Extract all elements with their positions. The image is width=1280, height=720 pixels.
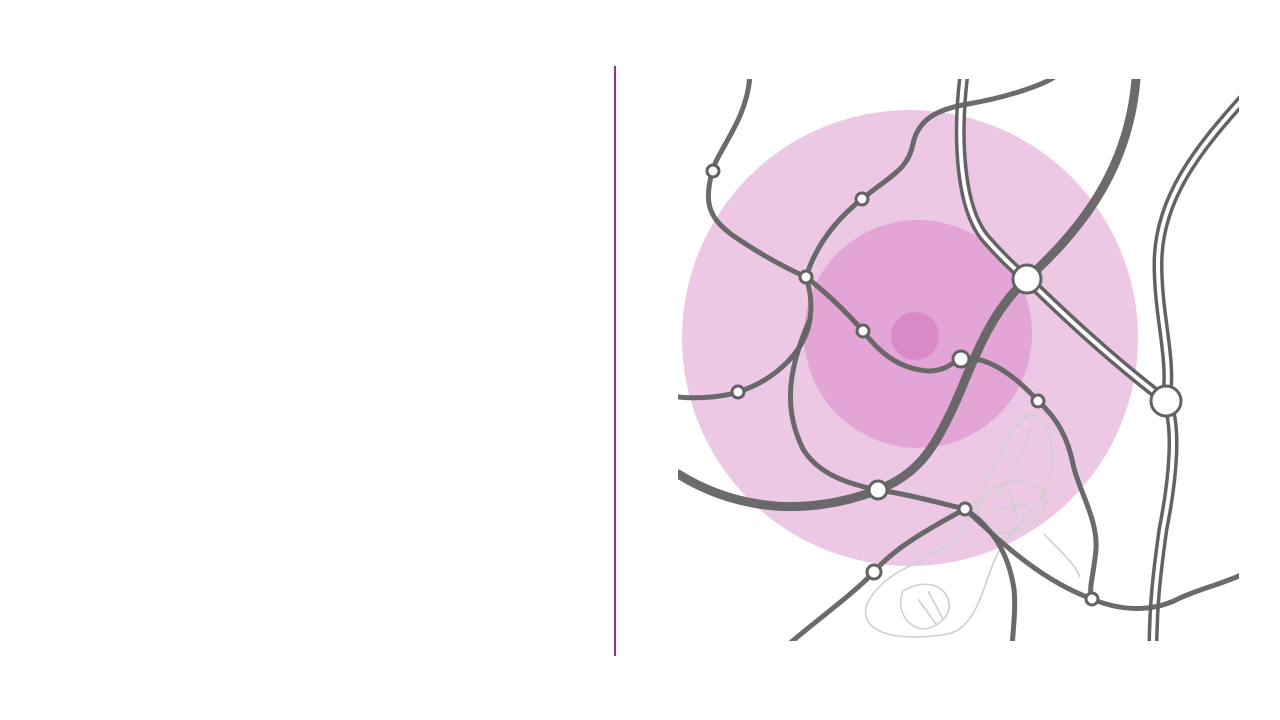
blank-left-panel <box>0 0 614 720</box>
road-east-branch <box>1035 398 1099 602</box>
catchment-rings <box>682 110 1138 566</box>
interchange-node-icon <box>1149 384 1183 418</box>
dual-carriageway <box>954 79 1239 641</box>
catchment-center-icon <box>891 312 939 360</box>
transit-node-icon <box>730 384 746 400</box>
road-dual-east-centerline <box>1156 100 1239 403</box>
road-dual-east <box>1152 95 1239 407</box>
transit-node-icon <box>1030 393 1046 409</box>
urban-area <box>864 413 1081 638</box>
urban-block-1 <box>977 480 1046 534</box>
urban-street-2 <box>1043 533 1081 578</box>
road-southwest-loop <box>787 316 881 493</box>
interchange-node-icon <box>1011 263 1043 295</box>
urban-street-1 <box>995 423 1034 498</box>
urban-block-3 <box>917 488 1029 625</box>
road-dual-north-south-centerline <box>958 79 1176 641</box>
road-north-loop <box>803 79 1056 280</box>
vertical-divider <box>614 66 616 656</box>
transit-node-icon <box>1084 591 1100 607</box>
transit-node-icon <box>855 323 871 339</box>
transit-nodes <box>705 163 1183 607</box>
transit-node-icon <box>798 269 814 285</box>
road-northwest <box>705 79 809 280</box>
interchange-node-icon <box>867 479 889 501</box>
transit-node-icon <box>865 563 883 581</box>
transit-node-icon <box>705 163 721 179</box>
transit-node-icon <box>957 501 973 517</box>
road-southeast <box>962 506 1239 611</box>
interchange-node-icon <box>951 349 971 369</box>
map-canvas <box>678 79 1239 641</box>
urban-block-2 <box>899 583 950 630</box>
road-center-west <box>678 274 814 401</box>
road-center <box>803 274 1041 404</box>
road-arterial-main <box>678 79 1141 512</box>
transit-network-map <box>678 79 1239 641</box>
transit-node-icon <box>854 191 870 207</box>
